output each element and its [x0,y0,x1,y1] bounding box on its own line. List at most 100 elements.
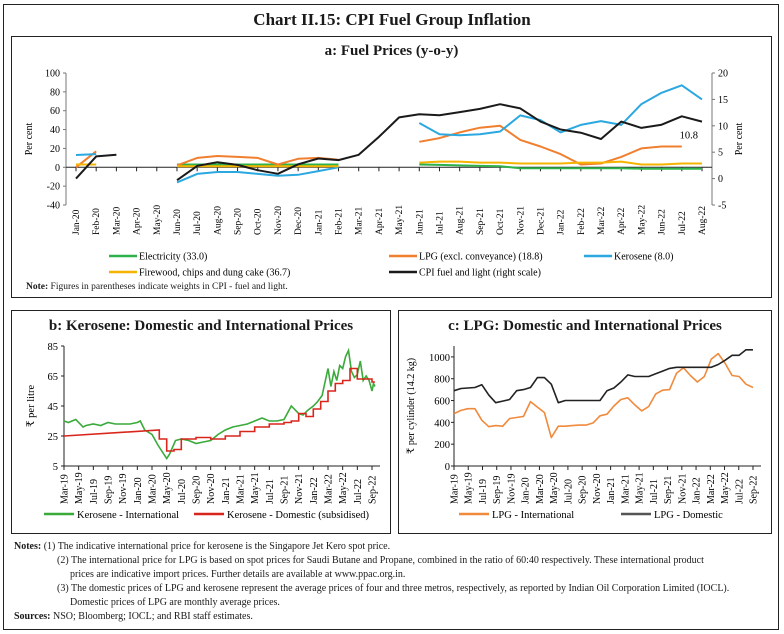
x-tick-label: Jan-20 [521,477,532,504]
series-line-kero_dom [63,367,375,452]
y-tick-label: 5 [53,462,58,473]
x-tick-label: May-20 [549,472,560,504]
y-tick-label-right: 20 [718,69,728,80]
series-line-lpg_intl [453,352,754,439]
x-tick-label: May-20 [162,472,173,504]
panel-b-kerosene: b: Kerosene: Domestic and International … [11,310,391,534]
x-tick-label: May-22 [338,472,349,504]
x-tick-label: May-21 [395,205,405,235]
note-2: (2) The international price for LPG is b… [57,555,704,566]
x-tick-label: Jan-21 [606,477,617,504]
y-tick-label: 25 [48,432,59,443]
y-tick-label-left: 0 [55,163,60,174]
x-tick-label: Jul-22 [353,479,364,504]
x-tick-label: May-19 [74,472,85,504]
x-tick-label: Sep-22 [368,476,379,504]
chart-a-svg: -40 -20 0 20 40 60 80 100 Per cent -5 0 5 10 15 20 Per … [24,69,745,279]
x-tick-label: Jan-22 [557,209,567,235]
x-tick-label: Nov-20 [206,473,217,504]
y-tick-label: 800 [434,375,450,386]
legend-label-electricity: Electricity (33.0) [139,252,207,263]
x-tick-label: Mar-21 [236,474,247,504]
x-tick-label: Sep-19 [492,476,503,504]
chart-b-svg: 5 25 45 65 85 ₹ per litre Mar-19 May-19 Jul-19 Se… [26,342,380,521]
x-tick-label: May-21 [635,472,646,504]
y-axis-label: ₹ per cylinder (14.2 kg) [406,358,417,454]
note-1: (1) The indicative international price f… [43,541,391,552]
x-tick-label: Mar-19 [60,474,71,504]
y-tick-label-right: 10 [718,121,728,132]
x-tick-label: Jul-21 [435,211,445,235]
x-tick-label: Sep-19 [104,476,115,504]
x-tick-label: Apr-20 [133,208,143,235]
series-line-lpg_dom [453,349,753,404]
y-tick-label-left: 80 [50,87,60,98]
x-tick-label: Mar-20 [535,474,546,504]
notes-section: Notes: (1) The indicative international … [14,540,774,624]
x-tick-label: Mar-20 [112,206,122,235]
y-tick-label-left: -40 [47,201,60,212]
x-tick-label: Sep-21 [663,476,674,504]
x-tick-label: Nov-19 [506,473,517,504]
series-line-cpi_fuel [75,103,703,182]
y-tick-label-right: 0 [718,174,723,185]
notes-label: Notes: [14,541,42,552]
sources-label: Sources: [14,611,51,622]
legend-label-kerosene: Kerosene (8.0) [614,252,673,263]
y-tick-label-right: 15 [718,95,728,106]
x-tick-label: Mar-21 [620,474,631,504]
x-tick-label: Sep-20 [192,476,203,504]
y-tick-label: 400 [434,418,450,429]
x-tick-label: Sep-21 [476,208,486,235]
x-tick-label: Apr-21 [375,208,385,235]
y-tick-label: 85 [48,342,59,353]
legend-label-lpg: LPG (excl. conveyance) (18.8) [419,252,543,263]
legend-label-kero-dom: Kerosene - Domestic (subsidised) [227,510,370,521]
x-tick-label: Nov-19 [118,473,129,504]
panel-b-title: b: Kerosene: Domestic and International … [48,318,354,334]
legend-label-cpi_fuel: CPI fuel and light (right scale) [419,268,541,279]
x-tick-label: Jan-21 [221,477,232,504]
y-tick-label-left: 60 [50,106,60,117]
x-tick-label: Jun-21 [415,209,425,235]
x-tick-label: Jul-20 [193,211,203,235]
y-axis-label-right: Per cent [734,123,745,156]
sources-text: NSO; Bloomberg; IOCL; and RBI staff esti… [52,611,253,622]
x-tick-label: Nov-21 [294,473,305,504]
y-tick-label-right: -5 [718,201,726,212]
y-tick-label-left: 100 [45,69,60,80]
chart-frame [3,4,779,630]
x-tick-label: Jul-21 [649,479,660,504]
x-tick-label: Mar-22 [706,474,717,504]
legend-label-lpg-intl: LPG - International [492,510,574,521]
x-tick-label: Nov-21 [516,206,526,235]
x-tick-label: Jul-22 [734,479,745,504]
x-tick-label: Oct-21 [496,208,506,235]
y-tick-label-left: 20 [50,144,60,155]
series-line-firewood [76,160,702,168]
y-tick-label: 200 [434,440,450,451]
legend-label-kero-intl: Kerosene - International [77,510,179,521]
note-3-cont: Domestic prices of LPG are monthly avera… [70,597,280,608]
x-tick-label: Sep-21 [280,476,291,504]
panel-a-note: Note: Figures in parentheses indicate we… [26,282,288,292]
main-title: Chart II.15: CPI Fuel Group Inflation [253,10,531,29]
x-tick-label: May-22 [637,205,647,235]
x-tick-label: Mar-22 [324,474,335,504]
x-tick-label: Jan-22 [309,477,320,504]
x-tick-label: Sep-22 [749,476,760,504]
series-line-kero_intl [63,347,376,460]
x-tick-label: Feb-20 [92,208,102,235]
x-tick-label: Jul-20 [563,479,574,504]
note-3: (3) The domestic prices of LPG and keros… [57,583,730,594]
note-label: Note: [26,282,49,292]
x-tick-label: Mar-21 [355,206,365,235]
x-tick-label: Jun-20 [173,209,183,235]
y-tick-label-left: 40 [50,125,60,136]
x-tick-label: Jul-19 [478,479,489,504]
panel-c-lpg: c: LPG: Domestic and International Price… [398,310,772,534]
x-tick-label: Jan-22 [692,477,703,504]
panel-a-title: a: Fuel Prices (y-o-y) [324,43,459,59]
y-tick-label: 600 [434,397,450,408]
x-tick-label: Jul-19 [89,479,100,504]
